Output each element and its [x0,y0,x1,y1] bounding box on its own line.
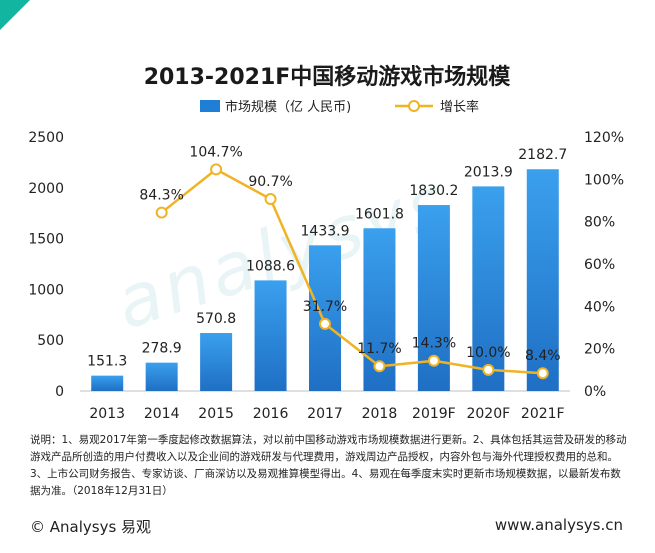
x-axis-ticks: 2013 2014 2015 2016 2017 2018 2019F 2020F 2021F [89,406,564,422]
corner-accent [0,0,30,30]
y-right-tick-label: 60% [584,257,615,273]
footer-brand: © Analysys 易观 [30,518,152,536]
bar-value-label: 278.9 [142,341,182,357]
footer-website[interactable]: www.analysys.cn [494,516,623,534]
growth-rate-label: 31.7% [303,299,347,315]
growth-rate-marker [319,317,331,330]
y-left-tick-label: 500 [37,333,64,349]
legend: 市场规模（亿 人民币) 增长率 [200,99,479,115]
bar-2021F [526,169,559,391]
growth-rate-label: 90.7% [248,174,292,190]
growth-rate-marker [155,206,168,219]
bar-2014 [145,362,178,391]
bar-2016 [254,280,287,391]
y-right-tick-label: 20% [584,342,615,358]
legend-line-marker [408,100,420,112]
bar-value-label: 1088.6 [246,258,295,274]
bar-value-label: 1601.8 [355,206,404,222]
x-tick-label: 2014 [144,406,180,422]
growth-rate-marker [264,193,277,206]
growth-rate-label: 8.4% [525,348,561,364]
chart-title: 2013-2021F中国移动游戏市场规模 [144,64,512,90]
growth-rate-marker [482,363,495,376]
growth-rate-marker [373,360,386,373]
bar-value-label: 151.3 [87,354,127,370]
x-tick-label: 2018 [362,406,398,422]
y-left-tick-label: 1000 [28,282,64,298]
y-axis-right: 0% 20% 40% 60% 80% 100% 120% [584,130,624,400]
x-tick-label: 2016 [253,406,289,422]
footnote: 说明：1、易观2017年第一季度起修改数据算法，对以前中国移动游戏市场规模数据进… [30,434,627,497]
bar-value-label: 2182.7 [518,147,567,163]
legend-bar-label: 市场规模（亿 人民币) [225,99,351,115]
line-series: 84.3% 104.7% 90.7% 31.7% 11.7% 14.3% 10.0% 8.4% [139,144,561,380]
growth-rate-label: 11.7% [357,341,401,357]
growth-rate-label: 14.3% [412,336,456,352]
y-left-tick-label: 2500 [28,130,64,146]
y-left-tick-label: 2000 [28,181,64,197]
y-left-tick-label: 1500 [28,232,64,248]
bar-2020F [472,186,505,391]
legend-line-label: 增长率 [440,99,479,115]
bar-value-label: 1433.9 [301,223,350,239]
growth-rate-line [160,167,543,375]
bar-2015 [200,333,233,391]
bar-2013 [91,375,124,391]
bar-value-label: 570.8 [196,311,236,327]
y-left-tick-label: 0 [55,384,64,400]
legend-bar-swatch [200,100,220,112]
x-tick-label: 2021F [521,406,565,422]
growth-rate-marker [427,354,440,367]
x-tick-label: 2015 [198,406,234,422]
growth-rate-marker [210,163,223,176]
x-tick-label: 2019F [412,406,456,422]
x-tick-label: 2017 [307,406,343,422]
x-tick-label: 2013 [89,406,125,422]
chart-area: 2013-2021F中国移动游戏市场规模 市场规模（亿 人民币) 增长率 0 50… [28,64,624,422]
growth-rate-label: 10.0% [466,345,510,361]
x-tick-label: 2020F [466,406,510,422]
growth-rate-label: 84.3% [139,188,183,204]
bar-value-label: 2013.9 [464,164,513,180]
growth-rate-marker [536,367,549,380]
y-right-tick-label: 0% [584,384,606,400]
bar-series: 151.3 278.9 570.8 1088.6 1433.9 1601.8 1830.2 2… [87,147,567,391]
growth-rate-label: 104.7% [189,144,242,160]
y-right-tick-label: 80% [584,215,615,231]
y-axis-left: 0 500 1000 1500 2000 2500 [28,130,64,400]
y-right-tick-label: 100% [584,172,624,188]
bar-value-label: 1830.2 [409,183,458,199]
y-right-tick-label: 120% [584,130,624,146]
y-right-tick-label: 40% [584,299,615,315]
